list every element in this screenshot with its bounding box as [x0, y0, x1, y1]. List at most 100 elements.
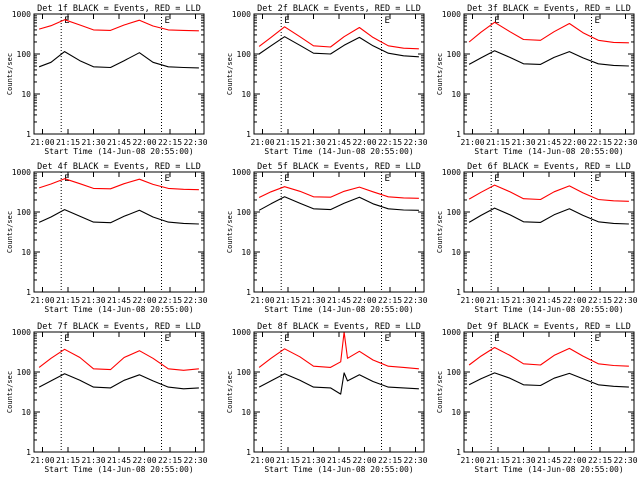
- x-tick-label: 22:00: [562, 138, 586, 147]
- plot-frame: [463, 171, 635, 293]
- x-axis-label: Start Time (14-Jun-08 20:55:00): [44, 147, 193, 156]
- x-tick-label: 21:45: [107, 296, 131, 305]
- x-tick-label: 21:45: [327, 456, 351, 465]
- x-axis-label: Start Time (14-Jun-08 20:55:00): [474, 147, 623, 156]
- x-tick-label: 21:15: [56, 456, 80, 465]
- y-tick-label: 1000: [442, 10, 461, 19]
- y-tick-label: 1000: [232, 168, 251, 177]
- y-tick-label: 1: [26, 448, 31, 457]
- event-marker-label: E: [165, 16, 170, 26]
- x-axis-label: Start Time (14-Jun-08 20:55:00): [474, 305, 623, 314]
- event-marker-label: E: [595, 16, 600, 26]
- event-marker-label: E: [595, 174, 600, 184]
- x-tick-label: 21:45: [537, 138, 561, 147]
- y-axis-label: Counts/sec: [226, 371, 234, 413]
- event-marker-label: E: [64, 334, 69, 344]
- event-rate-line: [468, 50, 629, 67]
- x-tick-label: 22:30: [403, 138, 427, 147]
- y-tick-label: 1: [26, 130, 31, 139]
- chart-title: Det 5f BLACK = Events, RED = LLD: [257, 162, 421, 172]
- y-tick-label: 100: [17, 368, 32, 377]
- event-marker-label: E: [385, 16, 390, 26]
- x-tick-label: 21:00: [460, 456, 484, 465]
- chart-title: Det 2f BLACK = Events, RED = LLD: [257, 4, 421, 14]
- x-tick-label: 21:30: [511, 456, 535, 465]
- x-tick-label: 21:30: [301, 138, 325, 147]
- event-marker-label: E: [595, 334, 600, 344]
- y-tick-label: 100: [237, 50, 252, 59]
- x-tick-label: 21:15: [56, 138, 80, 147]
- x-tick-label: 22:00: [132, 296, 156, 305]
- x-tick-label: 21:15: [486, 296, 510, 305]
- x-tick-label: 21:15: [486, 138, 510, 147]
- chart-title: Det 8f BLACK = Events, RED = LLD: [257, 322, 421, 332]
- y-axis-label: Counts/sec: [436, 371, 444, 413]
- y-tick-label: 1000: [442, 328, 461, 337]
- x-tick-label: 21:15: [56, 296, 80, 305]
- x-tick-label: 21:30: [81, 456, 105, 465]
- y-tick-label: 1: [246, 130, 251, 139]
- x-tick-label: 22:30: [183, 138, 207, 147]
- y-tick-label: 100: [237, 368, 252, 377]
- lld-rate-line: [468, 21, 629, 44]
- x-axis-label: Start Time (14-Jun-08 20:55:00): [264, 147, 413, 156]
- x-tick-label: 21:15: [276, 456, 300, 465]
- x-tick-label: 21:30: [511, 296, 535, 305]
- x-tick-label: 21:15: [486, 456, 510, 465]
- x-tick-label: 21:45: [537, 456, 561, 465]
- x-tick-label: 22:30: [403, 296, 427, 305]
- x-tick-label: 21:00: [250, 296, 274, 305]
- plot-frame: [33, 331, 205, 453]
- x-tick-label: 22:15: [158, 138, 182, 147]
- x-tick-label: 22:15: [588, 138, 612, 147]
- x-tick-label: 22:15: [588, 456, 612, 465]
- x-tick-label: 22:00: [132, 456, 156, 465]
- lld-rate-line: [258, 186, 419, 199]
- lld-rate-line: [468, 346, 629, 367]
- x-tick-label: 21:00: [30, 138, 54, 147]
- x-tick-label: 22:15: [158, 456, 182, 465]
- x-axis-label: Start Time (14-Jun-08 20:55:00): [474, 465, 623, 474]
- y-tick-label: 1: [456, 130, 461, 139]
- x-tick-label: 22:30: [613, 138, 637, 147]
- x-tick-label: 22:30: [613, 296, 637, 305]
- y-tick-label: 1000: [12, 10, 31, 19]
- y-axis-label: Counts/sec: [6, 371, 14, 413]
- y-tick-label: 100: [17, 208, 32, 217]
- x-axis-label: Start Time (14-Jun-08 20:55:00): [44, 305, 193, 314]
- y-tick-label: 1: [246, 448, 251, 457]
- lld-rate-line: [38, 19, 199, 32]
- y-axis-label: Counts/sec: [436, 211, 444, 253]
- event-rate-line: [258, 372, 419, 395]
- y-tick-label: 10: [21, 248, 31, 257]
- y-tick-label: 10: [241, 248, 251, 257]
- x-tick-label: 21:30: [301, 456, 325, 465]
- event-rate-line: [468, 372, 629, 388]
- y-tick-label: 100: [447, 368, 462, 377]
- x-tick-label: 21:45: [537, 296, 561, 305]
- x-tick-label: 21:00: [460, 138, 484, 147]
- y-tick-label: 1: [456, 288, 461, 297]
- y-tick-label: 100: [237, 208, 252, 217]
- event-marker-label: E: [385, 174, 390, 184]
- x-tick-label: 22:30: [183, 296, 207, 305]
- plot-frame: [33, 13, 205, 135]
- x-tick-label: 21:00: [250, 138, 274, 147]
- x-tick-label: 21:00: [250, 456, 274, 465]
- x-tick-label: 21:30: [81, 296, 105, 305]
- chart-title: Det 1f BLACK = Events, RED = LLD: [37, 4, 201, 14]
- x-tick-label: 22:00: [352, 296, 376, 305]
- event-rate-line: [38, 51, 199, 69]
- x-tick-label: 21:30: [511, 138, 535, 147]
- y-tick-label: 1000: [12, 328, 31, 337]
- x-tick-label: 22:30: [183, 456, 207, 465]
- x-tick-label: 22:00: [352, 138, 376, 147]
- x-tick-label: 21:30: [301, 296, 325, 305]
- event-marker-label: E: [284, 334, 289, 344]
